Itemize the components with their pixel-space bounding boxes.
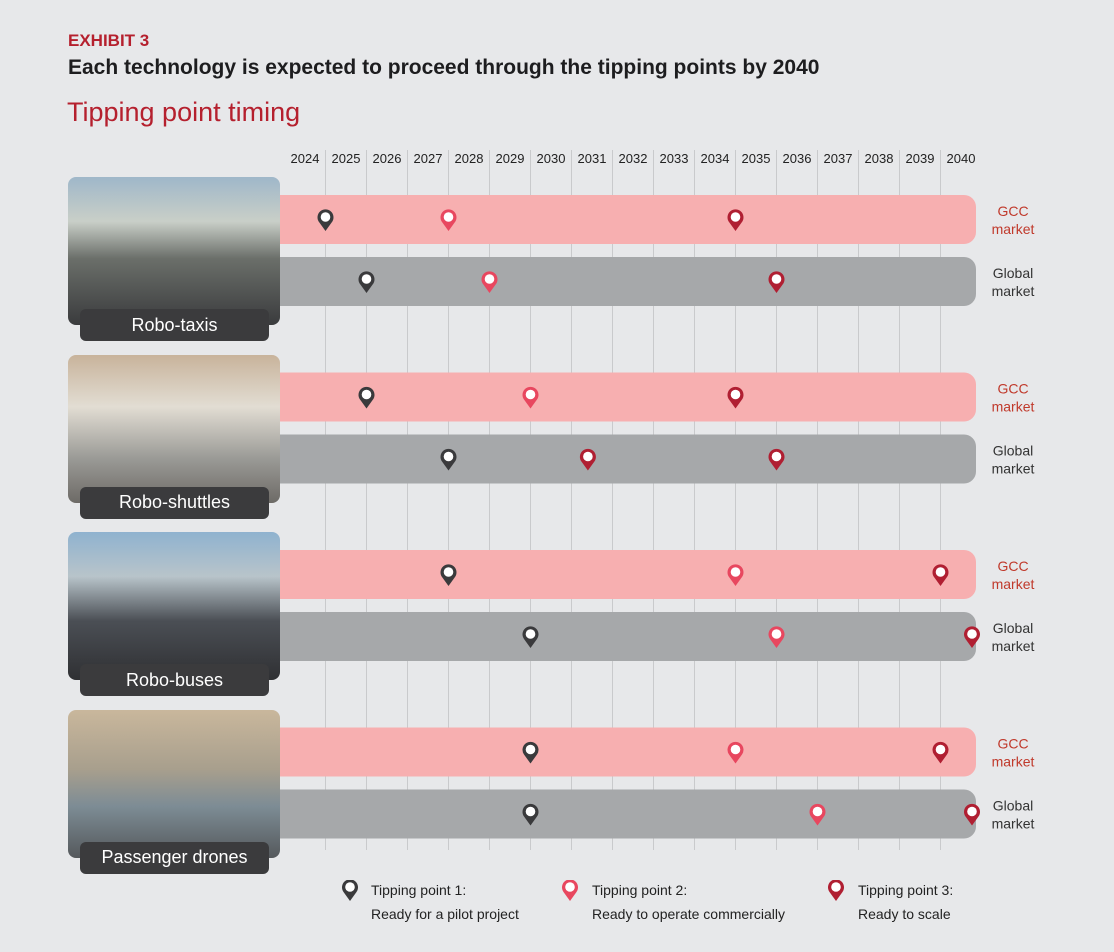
tipping-point-1-marker [440,448,457,471]
year-tick-label: 2040 [947,151,976,166]
global-market-band [280,789,976,839]
legend-desc: Ready for a pilot project [371,906,519,922]
tipping-point-2-marker [809,803,826,826]
year-tick-label: 2029 [496,151,525,166]
tipping-point-2-marker [522,386,539,409]
legend-item-tp1: Tipping point 1: Ready for a pilot projec… [340,878,519,926]
tipping-point-1-marker [522,626,539,648]
gcc-market-label: market [992,399,1035,415]
year-tick-label: 2026 [373,151,402,166]
legend-item-tp3: Tipping point 3: Ready to scale [826,878,953,926]
gcc-market-band [280,550,976,599]
year-tick-label: 2030 [537,151,566,166]
tipping-point-3-marker [768,448,785,471]
global-market-label: market [992,461,1035,477]
year-tick-label: 2038 [865,151,894,166]
tipping-point-1-marker [358,386,375,409]
year-tick-label: 2031 [578,151,607,166]
tipping-point-2-marker [727,564,744,586]
tp1-pin-icon [342,880,358,901]
gcc-market-band [280,372,976,422]
global-market-label: Global [993,265,1033,281]
tipping-point-3-marker [768,271,785,293]
legend-desc: Ready to scale [858,906,951,922]
year-tick-label: 2032 [619,151,648,166]
year-tick-label: 2036 [783,151,812,166]
gcc-market-label: market [992,576,1035,592]
tp2-pin-icon [562,880,578,901]
gcc-market-label: GCC [997,736,1028,752]
tipping-point-2-marker [727,741,744,764]
gcc-market-label: GCC [997,203,1028,219]
tipping-point-3-marker [964,803,980,826]
legend-desc: Ready to operate commercially [592,906,785,922]
technology-label: Robo-buses [80,664,269,696]
tp3-pin-icon [828,880,844,901]
vehicle-photo [68,354,280,503]
legend-title: Tipping point 2: [592,882,688,898]
legend-title: Tipping point 3: [858,882,954,898]
technology-label: Passenger drones [80,841,269,874]
legend-item-tp2: Tipping point 2: Ready to operate commerc… [560,878,785,926]
technology-label: Robo-taxis [80,309,269,341]
year-tick-label: 2028 [455,151,484,166]
gcc-market-label: GCC [997,558,1028,574]
tipping-point-2-marker [768,626,785,648]
tipping-point-3-marker [727,209,744,231]
chart-title: Tipping point timing [67,97,301,127]
global-market-label: Global [993,443,1033,459]
global-market-label: market [992,638,1035,654]
gcc-market-label: market [992,221,1035,237]
vehicle-photo [68,709,280,858]
gcc-market-band [280,727,976,777]
chart-heading: Each technology is expected to proceed t… [68,56,820,79]
year-tick-label: 2033 [660,151,689,166]
tipping-point-3-marker [932,564,949,586]
year-tick-label: 2027 [414,151,443,166]
tipping-point-3-marker [727,386,744,409]
global-market-label: market [992,816,1035,832]
tipping-point-2-marker [481,271,498,293]
tipping-point-2-marker [440,209,457,231]
global-market-label: Global [993,620,1033,636]
global-market-label: Global [993,798,1033,814]
gcc-market-band [280,195,976,244]
vehicle-photo [68,532,280,680]
gcc-market-label: GCC [997,381,1028,397]
tipping-point-1-marker [522,741,539,764]
exhibit-label: EXHIBIT 3 [68,31,150,50]
tipping-point-3-marker [964,626,980,648]
year-tick-label: 2039 [906,151,935,166]
year-tick-label: 2024 [291,151,320,166]
gcc-market-label: market [992,754,1035,770]
tipping-point-1-marker [440,564,457,586]
technology-label: Robo-shuttles [80,486,269,519]
tipping-point-1-marker [522,803,539,826]
global-market-label: market [992,283,1035,299]
tipping-point-1-marker [317,209,334,231]
year-tick-label: 2025 [332,151,361,166]
global-market-band [280,434,976,484]
tipping-point-3-marker [579,448,596,471]
year-tick-label: 2034 [701,151,730,166]
legend-title: Tipping point 1: [371,882,467,898]
global-market-band [280,612,976,661]
tipping-point-3-marker [932,741,949,764]
year-tick-label: 2035 [742,151,771,166]
vehicle-photo [68,177,280,325]
tipping-point-1-marker [358,271,375,293]
global-market-band [280,257,976,306]
year-tick-label: 2037 [824,151,853,166]
